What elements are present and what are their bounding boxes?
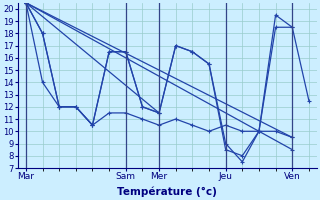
X-axis label: Température (°c): Température (°c) xyxy=(117,187,217,197)
